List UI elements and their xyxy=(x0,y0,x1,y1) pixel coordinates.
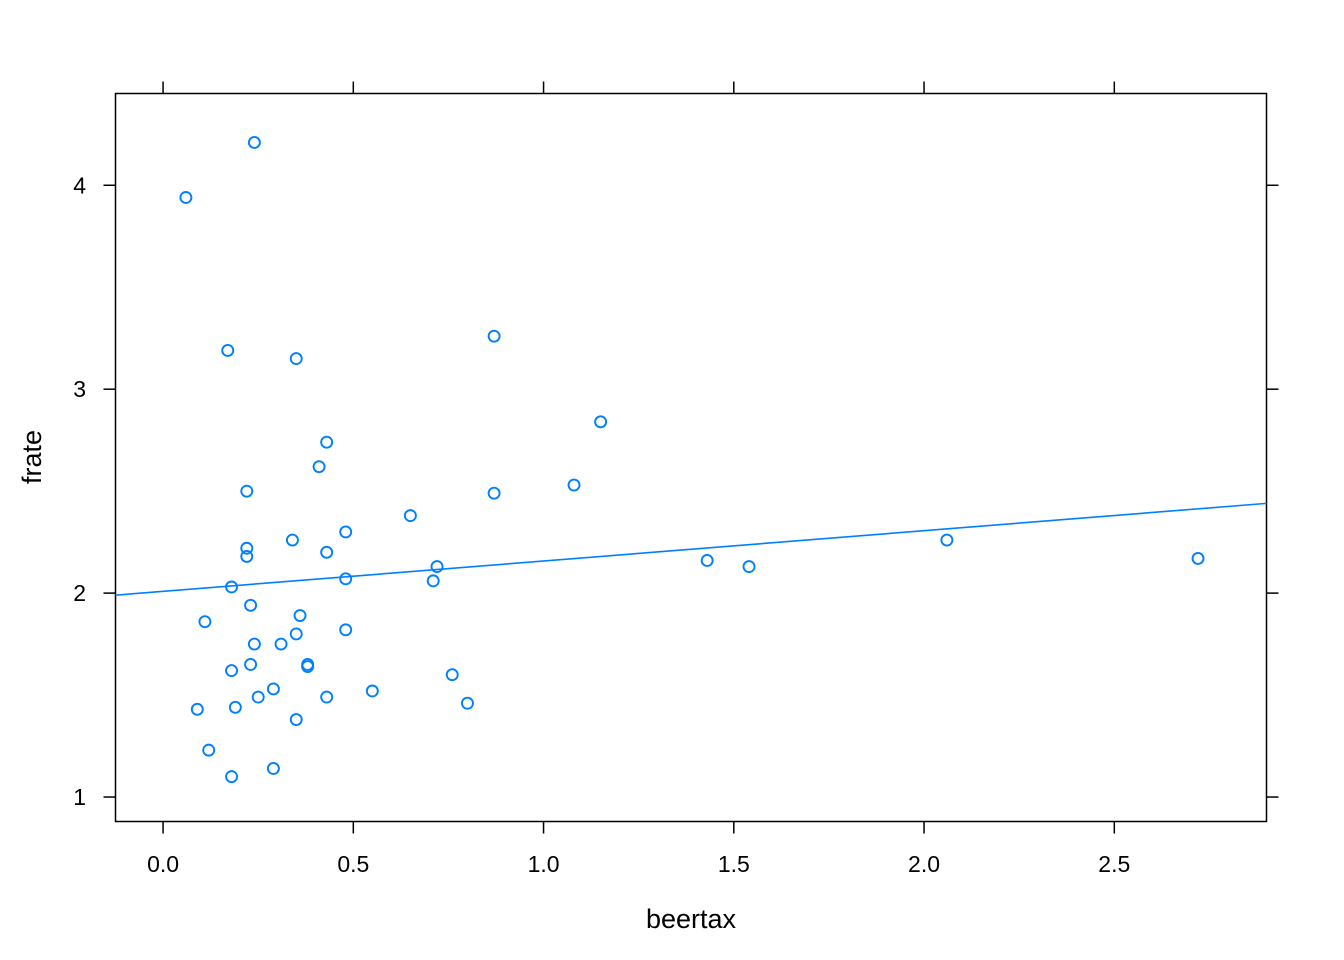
x-tick-label: 2.0 xyxy=(908,851,940,877)
data-point xyxy=(320,435,334,449)
data-point xyxy=(225,664,239,678)
x-tick-label: 1.0 xyxy=(528,851,560,877)
data-point xyxy=(179,191,193,204)
trend-line xyxy=(115,502,1267,596)
data-point xyxy=(289,352,303,366)
x-tick-label: 2.5 xyxy=(1098,851,1130,877)
data-point xyxy=(301,660,315,673)
data-point xyxy=(285,533,299,547)
data-point xyxy=(274,637,288,651)
x-tick-label: 0.0 xyxy=(147,851,179,877)
data-point xyxy=(426,574,440,588)
data-point xyxy=(430,560,444,574)
data-point xyxy=(247,637,261,651)
x-axis-title: beertax xyxy=(646,904,737,934)
data-point xyxy=(225,580,239,594)
data-point xyxy=(487,486,501,500)
data-point xyxy=(339,572,353,586)
data-point xyxy=(742,560,756,574)
data-point xyxy=(190,702,204,716)
x-tick-label: 1.5 xyxy=(718,851,750,877)
data-point xyxy=(240,484,254,498)
data-point xyxy=(247,135,261,149)
data-point xyxy=(461,696,474,710)
data-point xyxy=(312,460,326,474)
data-point xyxy=(198,615,212,629)
y-tick-label: 2 xyxy=(73,580,86,606)
data-point xyxy=(244,598,258,612)
data-point xyxy=(320,690,334,704)
data-point xyxy=(339,525,353,539)
axis-ticks: 0.0 0.5 1.0 1.5 2.0 2.5 1 2 3 4 xyxy=(73,81,1279,877)
data-point xyxy=(228,700,242,714)
data-point xyxy=(403,509,417,523)
data-point xyxy=(225,770,239,784)
data-point xyxy=(700,554,714,567)
data-point xyxy=(445,668,459,682)
data-point xyxy=(244,658,258,671)
data-point xyxy=(594,415,608,429)
plot-panel xyxy=(114,92,1268,823)
y-tick-label: 4 xyxy=(73,172,86,198)
data-point xyxy=(240,549,254,563)
data-point xyxy=(289,627,303,641)
data-point xyxy=(221,343,235,357)
data-point xyxy=(240,541,254,555)
data-point xyxy=(487,329,501,343)
data-point xyxy=(289,713,303,726)
data-point xyxy=(940,533,954,547)
y-tick-label: 3 xyxy=(73,376,86,402)
x-tick-label: 0.5 xyxy=(337,851,369,877)
data-point xyxy=(365,684,379,698)
trend-line-layer xyxy=(115,502,1267,596)
data-point xyxy=(202,743,216,757)
y-tick-label: 1 xyxy=(73,784,86,810)
data-point xyxy=(293,609,307,622)
data-point xyxy=(251,690,265,704)
data-point xyxy=(266,682,280,696)
data-point xyxy=(1191,551,1205,565)
data-points xyxy=(179,135,1205,784)
data-point xyxy=(320,545,334,559)
data-point xyxy=(266,762,280,775)
data-point xyxy=(567,478,581,492)
y-axis-title: frate xyxy=(17,430,47,484)
data-point xyxy=(339,623,353,637)
